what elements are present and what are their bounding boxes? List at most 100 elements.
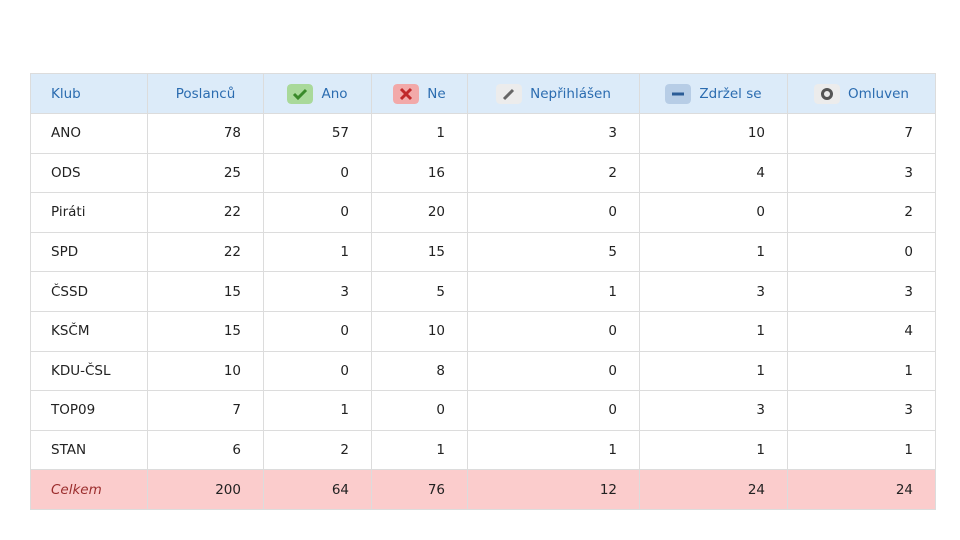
- number-cell: 1: [639, 310, 788, 352]
- icon-absent: [496, 83, 523, 104]
- number-cell: 24: [639, 469, 788, 510]
- icon-no: [393, 83, 420, 104]
- number-cell: 57: [263, 113, 372, 154]
- header-cell: Omluven: [787, 73, 936, 114]
- number-cell: 24: [787, 469, 936, 510]
- number-cell: 64: [263, 469, 372, 510]
- number-cell: 0: [467, 192, 640, 233]
- votes-table: Klub Poslanců Ano Ne Nepřihlášen Zdržel se Oml…: [30, 73, 936, 510]
- number-cell: 3: [263, 271, 372, 312]
- number-cell: 0: [639, 192, 788, 233]
- club-cell: STAN: [30, 429, 148, 471]
- club-cell: Celkem: [30, 469, 148, 510]
- number-cell: 15: [147, 271, 264, 312]
- number-cell: 1: [639, 429, 788, 471]
- number-cell: 4: [787, 310, 936, 352]
- table-body: ANO 78 57 1 3 10 7 ODS 25 0 16 2 4 3 Piráti 22 0 20 0 0 2 SPD…: [30, 113, 936, 510]
- number-cell: 0: [787, 231, 936, 273]
- number-cell: 78: [147, 113, 264, 154]
- number-cell: 0: [371, 390, 468, 431]
- number-cell: 22: [147, 231, 264, 273]
- number-cell: 10: [147, 350, 264, 392]
- number-cell: 10: [639, 113, 788, 154]
- number-cell: 10: [371, 310, 468, 352]
- header-text: Klub: [51, 85, 81, 102]
- table-row: ČSSD 15 3 5 1 3 3: [30, 271, 936, 312]
- number-cell: 25: [147, 152, 264, 194]
- table-row: KDU-ČSL 10 0 8 0 1 1: [30, 350, 936, 392]
- number-cell: 1: [787, 429, 936, 471]
- number-cell: 0: [263, 310, 372, 352]
- header-text: Omluven: [848, 85, 909, 102]
- number-cell: 1: [263, 231, 372, 273]
- number-cell: 2: [787, 192, 936, 233]
- number-cell: 1: [371, 113, 468, 154]
- club-cell: TOP09: [30, 390, 148, 431]
- header-row: Klub Poslanců Ano Ne Nepřihlášen Zdržel se Oml…: [30, 73, 936, 114]
- number-cell: 1: [371, 429, 468, 471]
- number-cell: 3: [467, 113, 640, 154]
- number-cell: 20: [371, 192, 468, 233]
- table-row: KSČM 15 0 10 0 1 4: [30, 310, 936, 352]
- number-cell: 0: [263, 192, 372, 233]
- number-cell: 6: [147, 429, 264, 471]
- club-cell: SPD: [30, 231, 148, 273]
- number-cell: 3: [787, 152, 936, 194]
- table-row: Piráti 22 0 20 0 0 2: [30, 192, 936, 233]
- header-text: Zdržel se: [699, 85, 762, 102]
- number-cell: 3: [787, 390, 936, 431]
- icon-abstain: [665, 83, 692, 104]
- header-text: Ne: [427, 85, 446, 102]
- number-cell: 76: [371, 469, 468, 510]
- number-cell: 1: [639, 231, 788, 273]
- header-cell: Ne: [371, 73, 468, 114]
- number-cell: 200: [147, 469, 264, 510]
- number-cell: 1: [467, 429, 640, 471]
- number-cell: 22: [147, 192, 264, 233]
- table-row: TOP09 7 1 0 0 3 3: [30, 390, 936, 431]
- club-cell: KSČM: [30, 310, 148, 352]
- header-text: Ano: [321, 85, 348, 102]
- number-cell: 0: [263, 152, 372, 194]
- number-cell: 1: [467, 271, 640, 312]
- number-cell: 7: [147, 390, 264, 431]
- number-cell: 0: [467, 310, 640, 352]
- number-cell: 8: [371, 350, 468, 392]
- icon-yes: [287, 83, 314, 104]
- number-cell: 0: [467, 350, 640, 392]
- club-cell: ČSSD: [30, 271, 148, 312]
- number-cell: 15: [371, 231, 468, 273]
- header-text: Poslanců: [175, 85, 236, 102]
- club-cell: ANO: [30, 113, 148, 154]
- club-cell: Piráti: [30, 192, 148, 233]
- header-cell: Nepřihlášen: [467, 73, 640, 114]
- header-cell: Klub: [30, 73, 148, 114]
- header-cell: Zdržel se: [639, 73, 788, 114]
- table-row: SPD 22 1 15 5 1 0: [30, 231, 936, 273]
- number-cell: 7: [787, 113, 936, 154]
- club-cell: ODS: [30, 152, 148, 194]
- club-cell: KDU-ČSL: [30, 350, 148, 392]
- total-row: Celkem 200 64 76 12 24 24: [30, 469, 936, 510]
- number-cell: 3: [787, 271, 936, 312]
- number-cell: 12: [467, 469, 640, 510]
- number-cell: 5: [467, 231, 640, 273]
- number-cell: 4: [639, 152, 788, 194]
- number-cell: 3: [639, 390, 788, 431]
- number-cell: 1: [639, 350, 788, 392]
- header-cell: Poslanců: [147, 73, 264, 114]
- table-row: ODS 25 0 16 2 4 3: [30, 152, 936, 194]
- number-cell: 3: [639, 271, 788, 312]
- number-cell: 15: [147, 310, 264, 352]
- number-cell: 2: [263, 429, 372, 471]
- number-cell: 16: [371, 152, 468, 194]
- icon-excused: [814, 83, 841, 104]
- number-cell: 0: [263, 350, 372, 392]
- table-row: ANO 78 57 1 3 10 7: [30, 113, 936, 154]
- header-cell: Ano: [263, 73, 372, 114]
- number-cell: 5: [371, 271, 468, 312]
- header-text: Nepřihlášen: [530, 85, 611, 102]
- number-cell: 0: [467, 390, 640, 431]
- table-row: STAN 6 2 1 1 1 1: [30, 429, 936, 471]
